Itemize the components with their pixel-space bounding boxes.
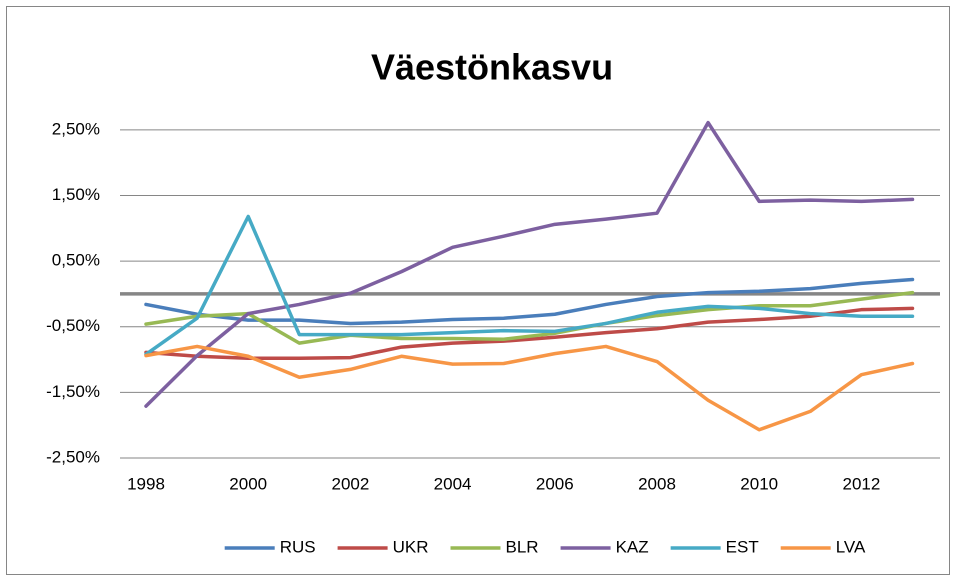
y-tick-label: -0,50% — [46, 316, 100, 335]
plot — [144, 120, 915, 432]
x-tick-label: 2008 — [638, 474, 676, 493]
x-tick-label: 2004 — [434, 474, 472, 493]
grid: -2,50% -1,50% -0,50% 0,50% 1,50% 2,50% 1998 200… — [46, 119, 940, 493]
chart-title: Väestönkasvu — [371, 47, 613, 88]
x-tick-label: 1998 — [127, 474, 165, 493]
legend-label: KAZ — [616, 537, 649, 556]
y-tick-label: 2,50% — [52, 119, 100, 138]
line-series — [144, 306, 915, 360]
line-series — [144, 344, 915, 432]
x-tick-label: 2006 — [536, 474, 574, 493]
line-series — [144, 277, 915, 326]
x-tick-label: 2002 — [331, 474, 369, 493]
legend-label: UKR — [393, 537, 429, 556]
y-tick-label: -2,50% — [46, 447, 100, 466]
y-tick-label: 1,50% — [52, 185, 100, 204]
legend: RUS UKR BLR KAZ EST LVA — [224, 537, 866, 556]
x-tick-label: 2000 — [229, 474, 267, 493]
line-series — [144, 214, 915, 357]
line-series — [144, 120, 915, 408]
line-series — [144, 290, 915, 345]
legend-label: EST — [726, 537, 759, 556]
x-tick-label: 2012 — [842, 474, 880, 493]
legend-label: BLR — [506, 537, 539, 556]
legend-label: LVA — [836, 537, 866, 556]
y-tick-label: -1,50% — [46, 382, 100, 401]
x-tick-label: 2010 — [740, 474, 778, 493]
y-tick-label: 0,50% — [52, 251, 100, 270]
legend-label: RUS — [280, 537, 316, 556]
